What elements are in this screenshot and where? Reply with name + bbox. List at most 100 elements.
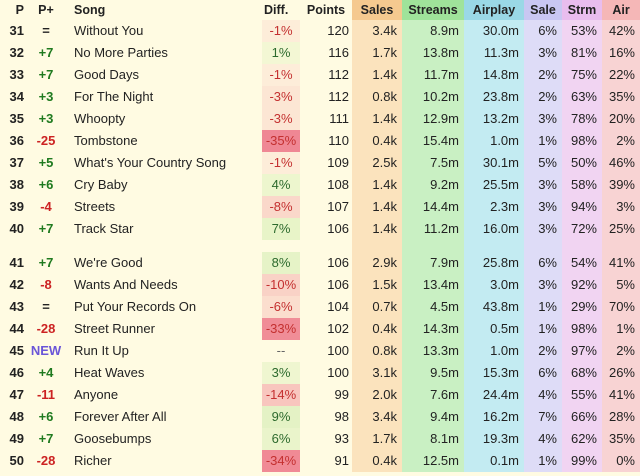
table-row[interactable]: 45 NEW Run It Up -- 100 0.8k 13.3m 1.0m 2% 97% 2% [0, 340, 640, 362]
song-title-cell[interactable]: Heat Waves [74, 365, 145, 380]
rank-cell: 33 [9, 67, 24, 82]
table-row[interactable]: 42 -8 Wants And Needs -10% 106 1.5k 13.4m 3.0m 3… [0, 274, 640, 296]
points-diff-cell: -1% [262, 64, 300, 86]
table-row[interactable]: 41 +7 We're Good 8% 106 2.9k 7.9m 25.8m 6% 54% 41% [0, 252, 640, 274]
strm-pct-cell: 68% [562, 362, 602, 384]
airplay-cell: 13.2m [464, 108, 524, 130]
song-title-cell[interactable]: Streets [74, 199, 116, 214]
strm-pct-cell: 63% [562, 86, 602, 108]
airplay-cell: 1.0m [464, 340, 524, 362]
song-title-cell[interactable]: No More Parties [74, 45, 168, 60]
song-title-cell[interactable]: Forever After All [74, 409, 167, 424]
streams-cell: 8.9m [402, 20, 464, 42]
song-title-cell[interactable]: Without You [74, 23, 144, 38]
strm-pct-cell: 66% [562, 406, 602, 428]
rank-cell: 38 [9, 177, 24, 192]
header-sales[interactable]: Sales [352, 0, 402, 20]
table-row[interactable]: 35 +3 Whoopty -3% 111 1.4k 12.9m 13.2m 3% 78% 20% [0, 108, 640, 130]
sale-pct-cell: 1% [524, 318, 562, 340]
header-sale-pct[interactable]: Sale [524, 0, 562, 20]
table-row[interactable]: 31 = Without You -1% 120 3.4k 8.9m 30.0m 6% 53% 42… [0, 20, 640, 42]
song-title-cell[interactable]: Goosebumps [74, 431, 152, 446]
rank-cell: 50 [9, 453, 24, 468]
table-row[interactable]: 43 = Put Your Records On -6% 104 0.7k 4.5m 43.8… [0, 296, 640, 318]
rank-cell: 42 [9, 277, 24, 292]
table-row[interactable]: 37 +5 What's Your Country Song -1% 109 2.5k 7.… [0, 152, 640, 174]
song-title-cell[interactable]: Wants And Needs [74, 277, 178, 292]
streams-cell: 13.3m [402, 340, 464, 362]
song-title-cell[interactable]: Put Your Records On [74, 299, 197, 314]
song-title-cell[interactable]: Anyone [74, 387, 119, 402]
song-title-cell[interactable]: What's Your Country Song [74, 155, 227, 170]
sale-pct-cell: 1% [524, 130, 562, 152]
streams-cell: 4.5m [402, 296, 464, 318]
table-row[interactable]: 40 +7 Track Star 7% 106 1.4k 11.2m 16.0m 3% 72% 25… [0, 218, 640, 240]
points-cell: 110 [328, 133, 349, 148]
table-row[interactable]: 44 -28 Street Runner -33% 102 0.4k 14.3m 0.5m 1%… [0, 318, 640, 340]
airplay-cell: 23.8m [464, 86, 524, 108]
points-diff-cell: 1% [262, 42, 300, 64]
sales-cell: 1.5k [352, 274, 402, 296]
sales-cell: 0.7k [352, 296, 402, 318]
header-air-pct[interactable]: Air [602, 0, 640, 20]
points-cell: 106 [327, 221, 349, 236]
rank-change-cell: +3 [38, 111, 54, 126]
sales-cell: 0.4k [352, 318, 402, 340]
rank-change-cell: -25 [36, 133, 56, 148]
airplay-cell: 30.0m [464, 20, 524, 42]
rank-cell: 43 [9, 299, 24, 314]
song-title-cell[interactable]: Whoopty [74, 111, 126, 126]
points-diff-cell: -14% [262, 384, 300, 406]
song-title-cell[interactable]: Run It Up [74, 343, 129, 358]
airplay-cell: 15.3m [464, 362, 524, 384]
air-pct-cell: 16% [602, 42, 640, 64]
sales-cell: 0.8k [352, 86, 402, 108]
header-diff[interactable]: Diff. [264, 3, 289, 17]
streams-cell: 12.9m [402, 108, 464, 130]
group-spacer [0, 240, 640, 252]
airplay-cell: 11.3m [464, 42, 524, 64]
table-row[interactable]: 47 -11 Anyone -14% 99 2.0k 7.6m 24.4m 4% 55% 41% [0, 384, 640, 406]
table-row[interactable]: 39 -4 Streets -8% 107 1.4k 14.4m 2.3m 3% 94% 3% [0, 196, 640, 218]
song-title-cell[interactable]: Richer [74, 453, 112, 468]
points-cell: 98 [334, 409, 349, 424]
header-airplay[interactable]: Airplay [464, 0, 524, 20]
table-row[interactable]: 46 +4 Heat Waves 3% 100 3.1k 9.5m 15.3m 6% 68% 26% [0, 362, 640, 384]
sale-pct-cell: 3% [524, 174, 562, 196]
points-cell: 100 [327, 365, 349, 380]
sales-cell: 2.9k [352, 252, 402, 274]
song-title-cell[interactable]: Street Runner [74, 321, 155, 336]
song-title-cell[interactable]: Tombstone [74, 133, 138, 148]
header-song[interactable]: Song [74, 3, 106, 17]
points-diff-cell: -1% [262, 152, 300, 174]
table-row[interactable]: 38 +6 Cry Baby 4% 108 1.4k 9.2m 25.5m 3% 58% 39% [0, 174, 640, 196]
points-diff-cell: -3% [262, 108, 300, 130]
header-points[interactable]: Points [306, 3, 346, 17]
strm-pct-cell: 72% [562, 218, 602, 240]
song-title-cell[interactable]: We're Good [74, 255, 143, 270]
header-streams[interactable]: Streams [402, 0, 464, 20]
rank-cell: 47 [9, 387, 24, 402]
table-row[interactable]: 36 -25 Tombstone -35% 110 0.4k 15.4m 1.0m 1% 98% 2… [0, 130, 640, 152]
song-title-cell[interactable]: Cry Baby [74, 177, 128, 192]
table-row[interactable]: 49 +7 Goosebumps 6% 93 1.7k 8.1m 19.3m 4% 62% 35% [0, 428, 640, 450]
table-row[interactable]: 33 +7 Good Days -1% 112 1.4k 11.7m 14.8m 2% 75% 22… [0, 64, 640, 86]
spacer-cell [24, 240, 68, 252]
song-title-cell[interactable]: Good Days [74, 67, 140, 82]
sales-cell: 2.0k [352, 384, 402, 406]
air-pct-cell: 22% [602, 64, 640, 86]
table-row[interactable]: 50 -28 Richer -34% 91 0.4k 12.5m 0.1m 1% 99% 0% [0, 450, 640, 472]
strm-pct-cell: 55% [562, 384, 602, 406]
song-title-cell[interactable]: Track Star [74, 221, 134, 236]
table-row[interactable]: 32 +7 No More Parties 1% 116 1.7k 13.8m 11.3m 3%… [0, 42, 640, 64]
song-title-cell[interactable]: For The Night [74, 89, 154, 104]
header-pos[interactable]: P [15, 3, 24, 17]
strm-pct-cell: 98% [562, 318, 602, 340]
header-strm-pct[interactable]: Strm [562, 0, 602, 20]
points-cell: 99 [334, 387, 349, 402]
table-row[interactable]: 34 +3 For The Night -3% 112 0.8k 10.2m 23.8m 2% 6… [0, 86, 640, 108]
header-change[interactable]: P+ [38, 3, 54, 17]
table-row[interactable]: 48 +6 Forever After All 9% 98 3.4k 9.4m 16.2m 7%… [0, 406, 640, 428]
air-pct-cell: 28% [602, 406, 640, 428]
points-diff-cell: -1% [262, 20, 300, 42]
